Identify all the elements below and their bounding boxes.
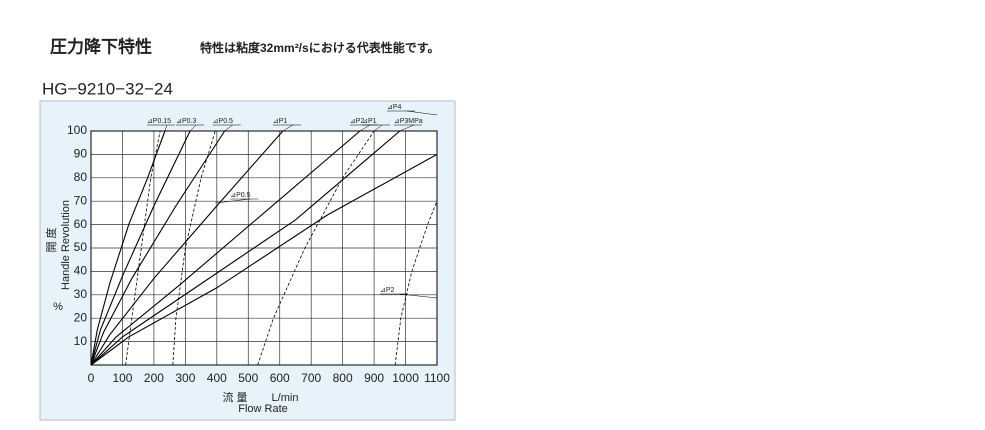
- series-line: [257, 130, 375, 366]
- y-tick-label: 80: [74, 170, 88, 184]
- label-leader: [215, 198, 251, 204]
- label-leader: [282, 124, 294, 132]
- label-leader: [399, 124, 414, 132]
- y-tick-label: 20: [74, 310, 88, 324]
- y-tick-label: 60: [74, 217, 88, 231]
- plot-frame: [90, 130, 438, 366]
- series-line: [172, 130, 216, 366]
- y-unit: %: [53, 301, 63, 313]
- y-tick-label: 90: [74, 147, 88, 161]
- series-line: [90, 130, 361, 366]
- x-tick-label: 0: [88, 371, 95, 385]
- label-leader: [189, 124, 197, 132]
- label-leader: [399, 293, 438, 299]
- label-leader: [359, 124, 371, 132]
- x-tick-label: 600: [270, 371, 290, 385]
- y-tick-label: 40: [74, 264, 88, 278]
- x-tick-label: 500: [238, 371, 258, 385]
- series-label: ⊿P2: [380, 287, 395, 294]
- series-line: [90, 130, 191, 366]
- chart-title: HG−9210−32−24: [42, 79, 173, 98]
- y-tick-label: 70: [74, 193, 88, 207]
- y-tick-label: 10: [74, 334, 88, 348]
- x-tick-label: 200: [144, 371, 164, 385]
- series-label: ⊿P4: [387, 104, 402, 111]
- x-label-jp: 流 量: [222, 390, 247, 404]
- label-leader: [224, 124, 233, 132]
- x-tick-label: 800: [333, 371, 353, 385]
- label-leader: [373, 124, 383, 132]
- series-label: ⊿P2: [350, 118, 365, 125]
- label-leader: [406, 110, 438, 116]
- page-note: 特性は粘度32mm²/sにおける代表性能です。: [200, 40, 440, 55]
- series-label: ⊿P0.15: [147, 118, 171, 125]
- label-leader: [164, 124, 168, 132]
- series-line: [125, 130, 161, 366]
- series-line: [90, 130, 226, 366]
- y-tick-label: 50: [74, 240, 88, 254]
- series-label: ⊿P0.3: [176, 118, 196, 125]
- x-tick-label: 300: [175, 371, 195, 385]
- y-tick-label: 100: [67, 123, 87, 137]
- series-line: [90, 130, 284, 366]
- x-tick-label: 1000: [392, 371, 419, 385]
- series-line: [90, 153, 438, 366]
- series-line: [394, 201, 438, 366]
- x-tick-label: 100: [112, 371, 132, 385]
- x-tick-label: 1100: [424, 371, 450, 385]
- series-label: ⊿P0.5: [230, 192, 250, 199]
- x-tick-label: 900: [364, 371, 384, 385]
- series-line: [90, 130, 401, 366]
- series-label: ⊿P3MPa: [394, 118, 423, 125]
- series-label: ⊿P1: [273, 118, 288, 125]
- x-label: Flow Rate: [238, 403, 288, 415]
- series-line: [90, 130, 166, 366]
- page-title: 圧力降下特性: [50, 36, 152, 56]
- y-label: Handle Revolution: [60, 200, 72, 290]
- series-label: ⊿P0.5: [213, 118, 233, 125]
- series-label: ⊿P1: [362, 118, 377, 125]
- x-unit: L/min: [272, 392, 299, 404]
- x-tick-label: 400: [207, 371, 227, 385]
- y-tick-label: 30: [74, 287, 88, 301]
- x-tick-label: 700: [301, 371, 321, 385]
- y-label-jp: 開 度: [44, 227, 58, 252]
